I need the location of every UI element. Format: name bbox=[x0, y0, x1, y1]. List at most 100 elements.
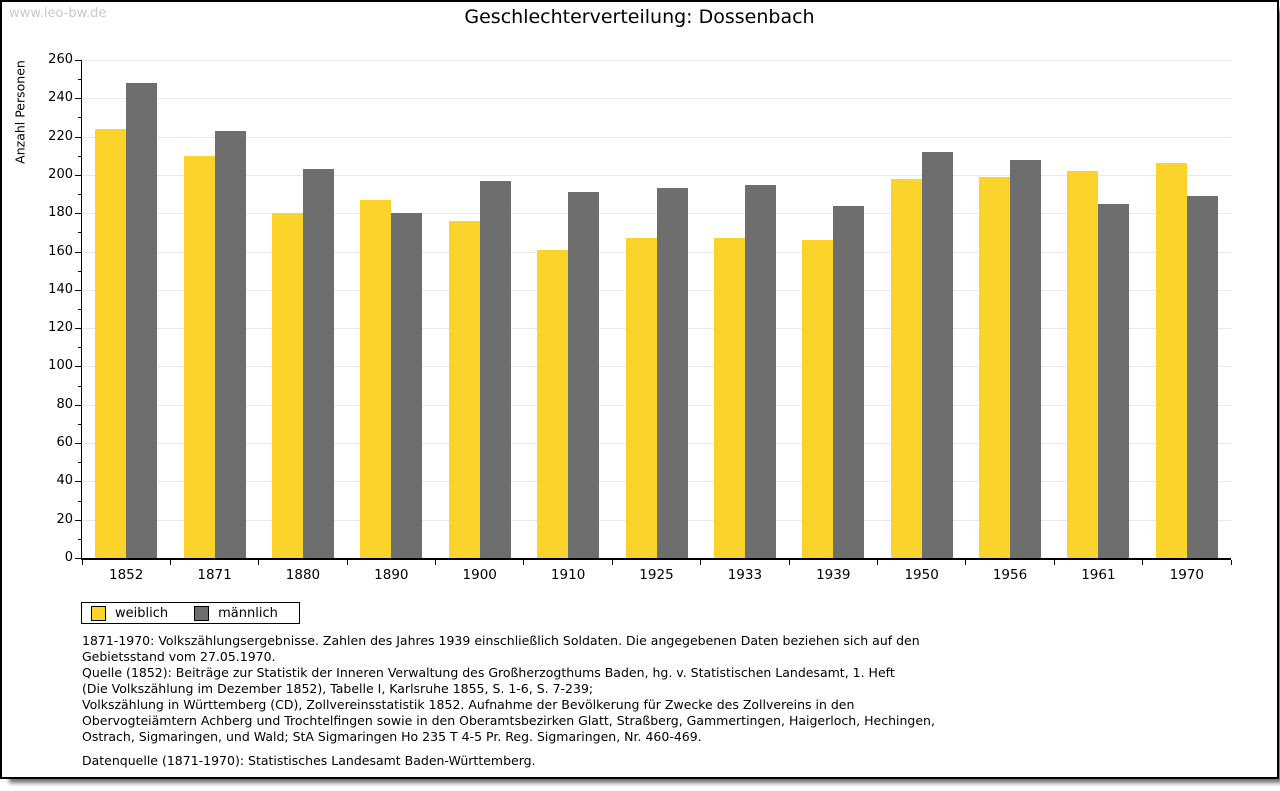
bar-weiblich-1852 bbox=[95, 129, 127, 558]
footnote-line: Obervogteiämtern Achberg und Trochtelfin… bbox=[82, 713, 935, 728]
x-tick bbox=[788, 560, 790, 565]
datasource-line: Datenquelle (1871-1970): Statistisches L… bbox=[82, 753, 536, 768]
footnote-line: (Die Volkszählung im Dezember 1852), Tab… bbox=[82, 681, 594, 696]
legend-label-maennlich: männlich bbox=[218, 605, 278, 621]
x-tick bbox=[81, 560, 83, 565]
legend: weiblich männlich bbox=[81, 602, 300, 624]
y-tick-label: 140 bbox=[48, 281, 73, 297]
x-tick bbox=[611, 560, 613, 565]
y-tick-label: 60 bbox=[56, 435, 73, 451]
x-tick-label: 1880 bbox=[285, 567, 321, 583]
plot-area: 0 20 40 60 80 100 120 140 160 180 200 220 240 260 1852… bbox=[48, 52, 1232, 583]
bar-weiblich-1956 bbox=[979, 176, 1011, 558]
y-minor-tick bbox=[78, 385, 81, 387]
bar-weiblich-1900 bbox=[448, 220, 480, 558]
y-tick-label: 220 bbox=[48, 128, 73, 144]
y-tick-label: 200 bbox=[48, 166, 73, 182]
bar-männlich-1970 bbox=[1186, 196, 1218, 558]
bar-weiblich-1950 bbox=[890, 178, 922, 558]
x-tick-label: 1939 bbox=[816, 567, 851, 583]
x-tick bbox=[523, 560, 525, 565]
y-tick bbox=[75, 328, 81, 330]
y-minor-tick bbox=[78, 500, 81, 502]
x-tick bbox=[435, 560, 437, 565]
x-tick bbox=[700, 560, 702, 565]
y-tick bbox=[75, 519, 81, 521]
y-tick-label: 160 bbox=[48, 243, 73, 259]
y-minor-tick bbox=[78, 270, 81, 272]
x-tick-label: 1900 bbox=[462, 567, 497, 583]
x-tick-label: 1871 bbox=[197, 567, 232, 583]
y-tick bbox=[75, 174, 81, 176]
y-tick bbox=[75, 404, 81, 406]
x-tick bbox=[169, 560, 171, 565]
y-tick bbox=[75, 481, 81, 483]
y-tick-label: 180 bbox=[48, 205, 73, 221]
y-tick bbox=[75, 289, 81, 291]
y-tick bbox=[75, 60, 81, 61]
bar-weiblich-1939 bbox=[802, 240, 834, 558]
y-tick bbox=[75, 366, 81, 368]
legend-item-weiblich: weiblich bbox=[91, 605, 168, 621]
y-minor-tick bbox=[78, 423, 81, 425]
bar-männlich-1852 bbox=[126, 83, 158, 558]
y-tick bbox=[75, 136, 81, 138]
y-minor-tick bbox=[78, 232, 81, 234]
y-tick-label: 20 bbox=[56, 511, 73, 527]
maennlich-swatch-icon bbox=[194, 605, 210, 621]
y-minor-tick bbox=[78, 462, 81, 464]
y-tick-label: 240 bbox=[48, 90, 73, 106]
bar-männlich-1939 bbox=[833, 205, 865, 558]
y-minor-tick bbox=[78, 155, 81, 157]
y-axis-title: Anzahl Personen bbox=[12, 60, 28, 164]
bar-männlich-1910 bbox=[568, 192, 600, 558]
bar-männlich-1871 bbox=[214, 130, 246, 558]
y-tick-label: 0 bbox=[64, 550, 73, 565]
y-minor-tick bbox=[78, 347, 81, 349]
x-tick-label: 1970 bbox=[1169, 567, 1204, 583]
y-tick-label: 40 bbox=[56, 473, 73, 489]
y-tick bbox=[75, 98, 81, 100]
x-tick bbox=[346, 560, 348, 565]
y-tick-label: 260 bbox=[48, 52, 73, 67]
y-minor-tick bbox=[78, 79, 81, 81]
x-tick-label: 1950 bbox=[904, 567, 939, 583]
y-tick-label: 120 bbox=[48, 320, 73, 336]
y-tick-label: 80 bbox=[56, 396, 73, 412]
y-minor-tick bbox=[78, 194, 81, 196]
y-minor-tick bbox=[78, 117, 81, 119]
footnotes: 1871-1970: Volkszählungsergebnisse. Zahl… bbox=[82, 633, 935, 769]
bar-weiblich-1970 bbox=[1155, 163, 1187, 558]
footnote-line: Volkszählung in Württemberg (CD), Zollve… bbox=[82, 697, 855, 712]
x-tick-label: 1933 bbox=[727, 567, 763, 583]
x-tick-label: 1890 bbox=[374, 567, 409, 583]
x-tick bbox=[965, 560, 967, 565]
weiblich-swatch-icon bbox=[91, 605, 106, 621]
bar-männlich-1956 bbox=[1010, 159, 1042, 558]
bar-weiblich-1933 bbox=[713, 238, 745, 558]
bar-männlich-1900 bbox=[479, 180, 511, 558]
y-minor-tick bbox=[78, 309, 81, 310]
x-tick bbox=[1053, 560, 1055, 565]
x-tick bbox=[876, 560, 878, 565]
gridline bbox=[82, 98, 1231, 100]
bar-männlich-1890 bbox=[391, 213, 423, 558]
footnote-line: 1871-1970: Volkszählungsergebnisse. Zahl… bbox=[82, 633, 920, 648]
gridline bbox=[82, 174, 1231, 176]
x-tick-label: 1925 bbox=[639, 567, 674, 583]
x-tick-label: 1910 bbox=[550, 567, 586, 583]
bar-männlich-1950 bbox=[921, 151, 953, 558]
y-tick bbox=[75, 213, 81, 215]
x-tick bbox=[1230, 560, 1232, 565]
gridline bbox=[82, 60, 1231, 61]
bar-männlich-1925 bbox=[656, 188, 688, 558]
bar-männlich-1961 bbox=[1098, 203, 1130, 558]
x-tick-label: 1961 bbox=[1081, 567, 1116, 583]
bar-weiblich-1871 bbox=[183, 155, 215, 558]
y-tick bbox=[75, 251, 81, 253]
footnote-line: Quelle (1852): Beiträge zur Statistik de… bbox=[82, 665, 895, 680]
bar-weiblich-1925 bbox=[625, 238, 657, 558]
watermark: www.leo-bw.de bbox=[9, 6, 107, 21]
x-tick bbox=[1142, 560, 1144, 565]
bar-weiblich-1890 bbox=[360, 199, 392, 558]
